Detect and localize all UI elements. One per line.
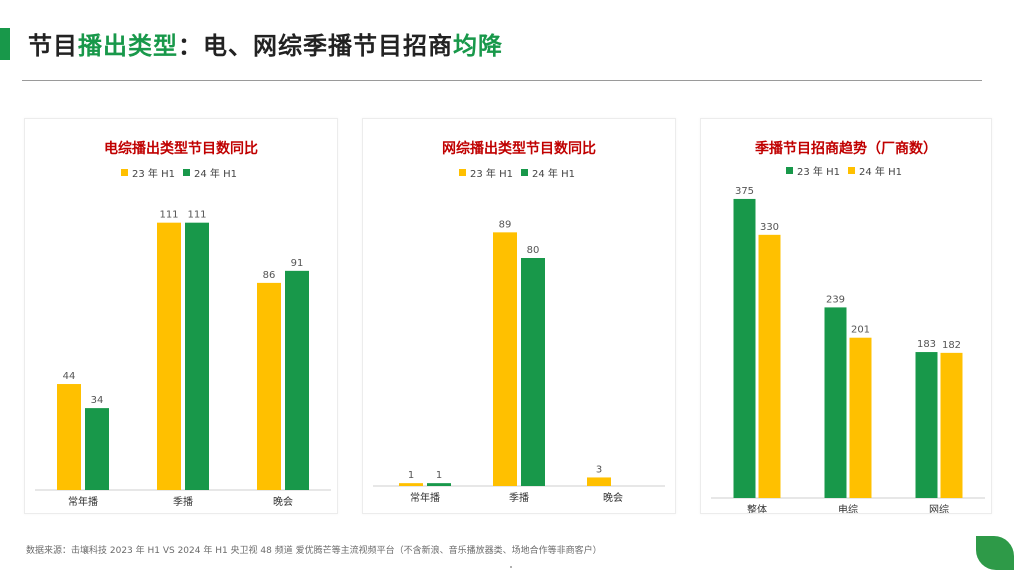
legend-label: 24 年 H1 [194,167,237,180]
bar-h1-2024 [849,337,872,498]
x-tick-label: 季播 [173,495,193,508]
legend-swatch [121,169,128,176]
chart-panel-web-variety: 网综播出类型节目数同比 23 年 H1 24 年 H1 常年播 季播 晚会 1 89 3 1 80 [362,118,676,514]
title-part: 节目 [28,32,78,60]
legend-label: 23 年 H1 [470,167,513,180]
legend-swatch [183,169,190,176]
legend-swatch [521,169,528,176]
x-tick-label: 季播 [509,491,529,504]
data-label: 201 [851,325,870,336]
bar-h1-2023 [157,222,181,491]
x-tick-label: 整体 [747,503,767,513]
leaf-logo-icon [976,536,1014,570]
bar-h1-2023 [587,477,611,486]
legend-label: 23 年 H1 [132,167,175,180]
data-label: 183 [917,339,936,350]
bar-h1-2023 [733,198,756,498]
data-label: 111 [159,210,178,221]
page-dot [510,566,512,568]
legend-label: 24 年 H1 [532,167,575,180]
chart-title: 电综播出类型节目数同比 [104,140,258,157]
bar-h1-2023 [493,232,517,486]
title-accent-bar [0,28,10,60]
x-tick-label: 网综 [929,503,949,513]
data-label: 1 [436,470,442,481]
page-title: 节目播出类型：电、网综季播节目招商均降 [28,26,503,61]
legend-swatch [459,169,466,176]
x-tick-label: 常年播 [68,495,98,508]
bar-h1-2024 [940,352,963,498]
chart-title: 季播节目招商趋势（厂商数） [754,140,937,157]
legend-label: 24 年 H1 [859,165,902,178]
title-part: ：电、网综季播节目招商 [178,32,453,60]
data-label: 239 [826,294,845,305]
bar-h1-2023 [915,352,938,498]
chart-panel-season-sponsors: 季播节目招商趋势（厂商数） 23 年 H1 24 年 H1 整体 电综 网综 375 239 1… [700,118,992,514]
bar-h1-2023 [399,483,423,486]
legend-swatch [848,167,855,174]
bar-h1-2023 [257,282,281,490]
legend-label: 23 年 H1 [797,165,840,178]
data-label: 111 [187,210,206,221]
bar-h1-2024 [285,270,309,490]
chart-svg: 电综播出类型节目数同比 23 年 H1 24 年 H1 常年播 季播 晚会 44 111 86 3… [35,140,331,508]
bar-h1-2024 [85,408,109,490]
data-label: 375 [735,186,754,197]
bar-h1-2024 [758,234,781,498]
data-label: 3 [596,464,602,475]
data-label: 89 [499,219,512,230]
data-label: 44 [63,371,76,382]
legend-swatch [786,167,793,174]
data-label: 80 [527,245,540,256]
source-note: 数据来源：击壤科技 2023 年 H1 VS 2024 年 H1 央卫视 48 … [26,546,602,556]
x-tick-label: 晚会 [603,491,623,504]
chart-panel-tv-variety: 电综播出类型节目数同比 23 年 H1 24 年 H1 常年播 季播 晚会 44 111 86 3… [24,118,338,514]
x-tick-label: 晚会 [273,495,293,508]
data-label: 34 [91,395,104,406]
title-divider [22,80,982,81]
data-label: 330 [760,222,779,233]
chart-svg: 网综播出类型节目数同比 23 年 H1 24 年 H1 常年播 季播 晚会 1 89 3 1 80 [373,140,665,504]
data-label: 1 [408,470,414,481]
data-label: 86 [263,270,276,281]
bar-h1-2023 [57,384,81,490]
data-label: 182 [942,340,961,351]
bar-h1-2024 [427,483,451,486]
bar-h1-2024 [185,222,209,491]
title-part: 均降 [453,32,503,60]
chart-title: 网综播出类型节目数同比 [442,140,596,157]
bar-h1-2024 [521,258,545,486]
data-label: 91 [291,258,304,269]
x-tick-label: 常年播 [410,491,440,504]
chart-svg: 季播节目招商趋势（厂商数） 23 年 H1 24 年 H1 整体 电综 网综 375 239 1… [711,140,985,513]
x-tick-label: 电综 [838,503,858,513]
title-part: 播出类型 [78,32,178,60]
bar-h1-2023 [824,307,847,498]
